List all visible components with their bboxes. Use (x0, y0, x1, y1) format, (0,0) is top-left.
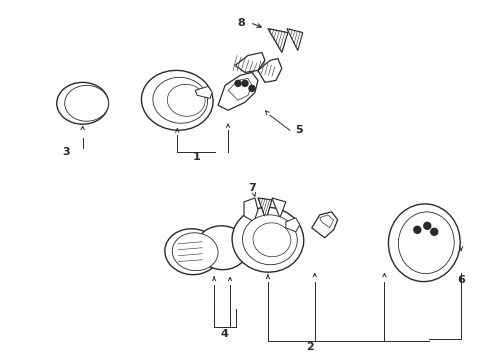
Polygon shape (258, 58, 282, 82)
Ellipse shape (172, 233, 218, 271)
Ellipse shape (232, 207, 304, 272)
Text: 8: 8 (237, 18, 245, 28)
Text: 5: 5 (295, 125, 302, 135)
Polygon shape (319, 215, 334, 228)
Circle shape (431, 228, 438, 235)
Text: 2: 2 (306, 342, 314, 352)
Text: 3: 3 (62, 147, 70, 157)
Circle shape (424, 222, 431, 229)
Ellipse shape (65, 85, 108, 121)
Circle shape (235, 80, 241, 86)
Ellipse shape (153, 77, 208, 123)
Ellipse shape (253, 223, 291, 257)
Polygon shape (287, 28, 303, 50)
Polygon shape (195, 86, 212, 98)
Ellipse shape (398, 212, 454, 274)
Polygon shape (244, 198, 258, 222)
Circle shape (414, 226, 421, 233)
Polygon shape (268, 28, 288, 53)
Text: 7: 7 (248, 183, 256, 193)
Polygon shape (218, 72, 258, 110)
Ellipse shape (243, 215, 297, 265)
Text: 4: 4 (220, 329, 228, 339)
Polygon shape (258, 198, 272, 220)
Ellipse shape (167, 84, 205, 116)
Circle shape (249, 85, 255, 91)
Text: 6: 6 (457, 275, 465, 285)
Text: 1: 1 (192, 152, 200, 162)
Polygon shape (272, 198, 286, 218)
Ellipse shape (389, 204, 460, 282)
Polygon shape (312, 212, 338, 238)
Ellipse shape (165, 229, 220, 275)
Ellipse shape (57, 82, 108, 124)
Circle shape (242, 80, 248, 86)
Polygon shape (235, 53, 265, 72)
Polygon shape (228, 78, 252, 100)
Ellipse shape (142, 70, 213, 130)
Polygon shape (286, 218, 300, 232)
Ellipse shape (196, 226, 248, 270)
